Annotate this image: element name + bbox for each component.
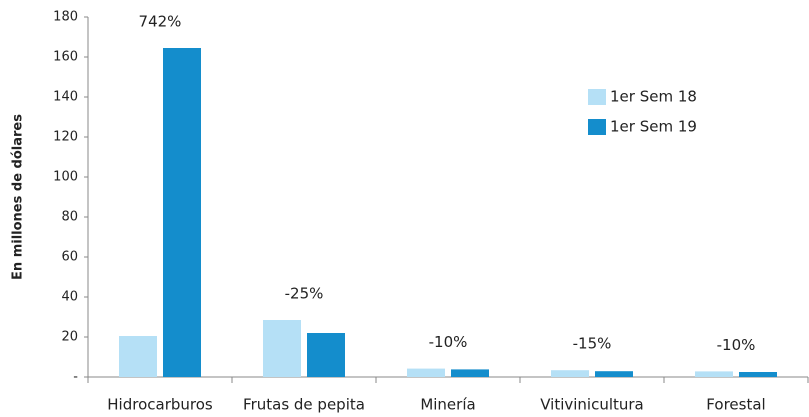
- bar: [595, 371, 633, 377]
- y-tick-label: 80: [61, 210, 78, 225]
- annotation: -25%: [285, 285, 324, 303]
- annotation: -15%: [573, 335, 612, 353]
- annotation: -10%: [717, 336, 756, 354]
- x-tick-label: Vitivinicultura: [540, 396, 644, 414]
- bar: [739, 372, 777, 377]
- y-tick-label: 40: [61, 290, 78, 305]
- bar: [119, 336, 157, 377]
- bar: [263, 320, 301, 377]
- y-tick-label: 140: [53, 90, 78, 105]
- annotation: -10%: [429, 333, 468, 351]
- bar: [407, 368, 445, 377]
- annotation: 742%: [139, 13, 182, 31]
- y-tick-label: 160: [53, 50, 78, 65]
- legend-swatch: [588, 119, 606, 135]
- legend-label: 1er Sem 18: [610, 88, 697, 106]
- bar: [551, 370, 589, 377]
- bar: [451, 369, 489, 377]
- bar: [307, 333, 345, 377]
- y-tick-label: 20: [61, 330, 78, 345]
- x-tick-label: Forestal: [706, 396, 765, 414]
- x-tick-label: Frutas de pepita: [243, 396, 365, 414]
- y-tick-label: 100: [53, 170, 78, 185]
- bar: [695, 371, 733, 377]
- legend-swatch: [588, 89, 606, 105]
- bar: [163, 48, 201, 377]
- legend-label: 1er Sem 19: [610, 118, 697, 136]
- x-tick-label: Minería: [420, 396, 475, 414]
- y-tick-label: -: [73, 370, 78, 385]
- y-axis-label: En millones de dólares: [11, 114, 26, 280]
- y-tick-label: 60: [61, 250, 78, 265]
- y-tick-label: 120: [53, 130, 78, 145]
- x-tick-label: Hidrocarburos: [107, 396, 213, 414]
- y-tick-label: 180: [53, 10, 78, 25]
